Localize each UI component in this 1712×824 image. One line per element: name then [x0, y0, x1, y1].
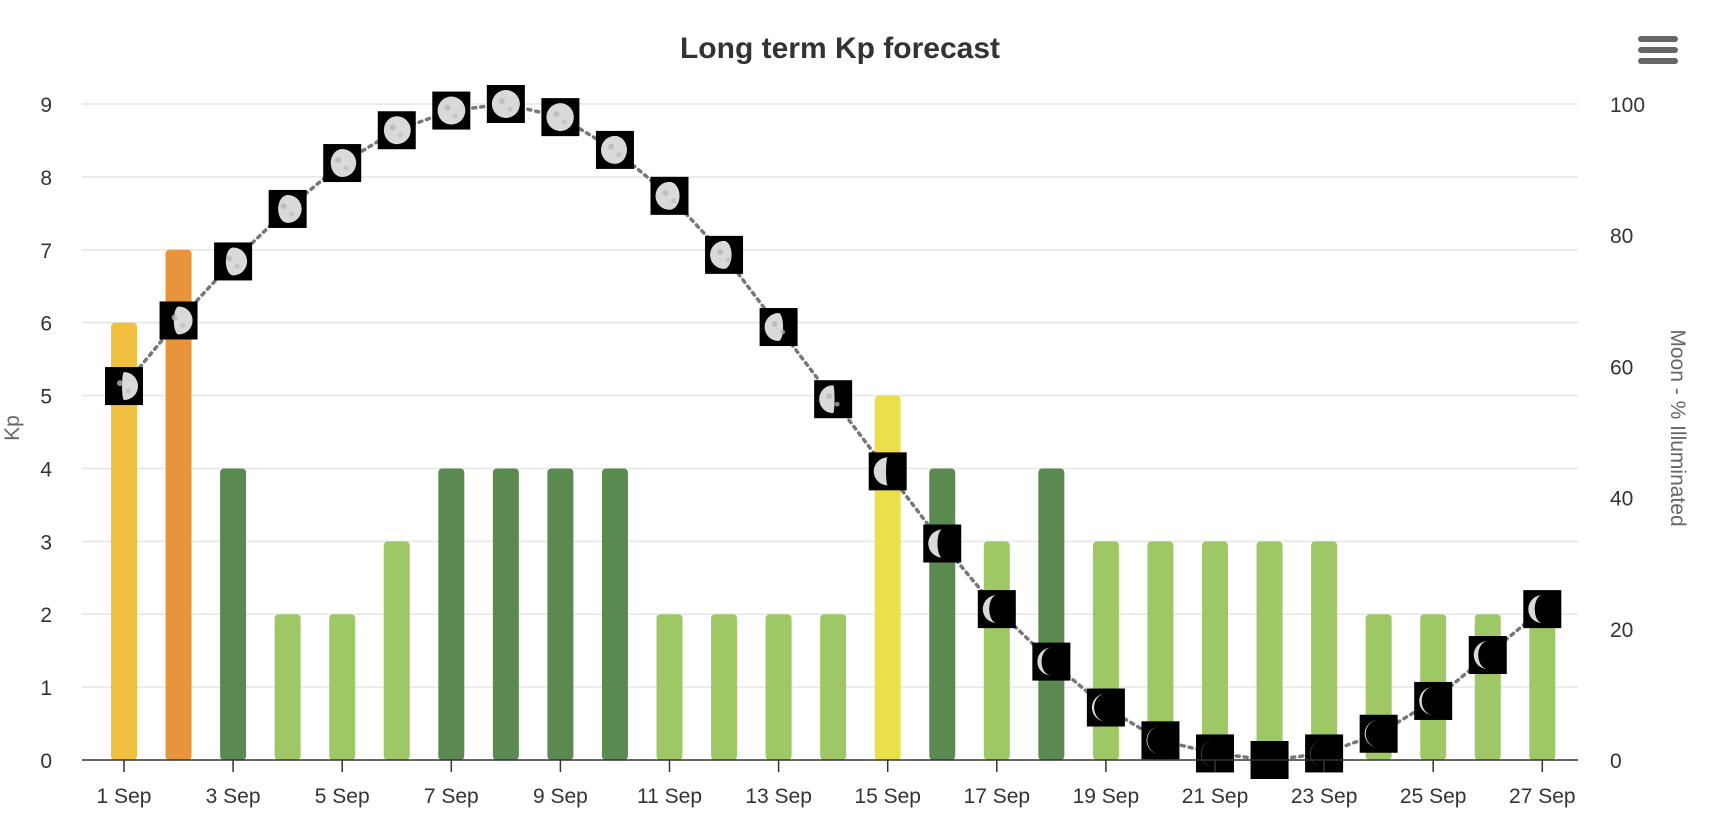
y-tick-label: 1 — [40, 677, 52, 700]
kp-bar[interactable] — [1256, 541, 1283, 760]
y-tick-label: 9 — [40, 94, 52, 117]
kp-bar[interactable] — [820, 614, 847, 760]
kp-bar[interactable] — [220, 468, 247, 760]
kp-bar[interactable] — [383, 541, 410, 760]
kp-bar[interactable] — [656, 614, 683, 760]
x-tick-label: 3 Sep — [206, 785, 261, 808]
kp-bar[interactable] — [274, 614, 301, 760]
moon-phase-icon[interactable] — [1086, 688, 1125, 727]
moon-phase-icon[interactable] — [1141, 721, 1180, 760]
y2-tick-label: 0 — [1610, 750, 1622, 773]
y2-axis-title: Moon - % Illuminated — [1666, 329, 1689, 526]
x-tick-label: 23 Sep — [1291, 785, 1358, 808]
moon-phase-icon[interactable] — [1032, 642, 1071, 681]
y2-tick-label: 100 — [1610, 94, 1645, 117]
moon-phase-icon[interactable] — [432, 91, 471, 130]
moon-phase-icon[interactable] — [1414, 681, 1453, 720]
y-tick-label: 2 — [40, 604, 52, 627]
y2-tick-label: 20 — [1610, 619, 1633, 642]
kp-bar[interactable] — [1147, 541, 1174, 760]
y-tick-label: 8 — [40, 167, 52, 190]
kp-bar[interactable] — [1092, 541, 1119, 760]
moon-phase-icon[interactable] — [1523, 590, 1562, 629]
moon-phase-icon[interactable] — [595, 130, 634, 169]
kp-bar[interactable] — [1202, 541, 1228, 760]
moon-phase-icon[interactable] — [105, 367, 143, 406]
moon-phase-icon[interactable] — [486, 85, 525, 123]
moon-phase-icon[interactable] — [814, 380, 853, 419]
kp-bar[interactable] — [165, 249, 192, 760]
x-tick-label: 21 Sep — [1182, 785, 1249, 808]
kp-bars — [111, 249, 1556, 760]
kp-bar[interactable] — [765, 614, 792, 760]
x-tick-label: 15 Sep — [854, 785, 921, 808]
kp-bar[interactable] — [874, 395, 901, 760]
moon-phase-icon[interactable] — [268, 189, 307, 228]
kp-bar[interactable] — [1529, 614, 1556, 760]
moon-phase-icon[interactable] — [323, 144, 362, 183]
x-tick-label: 1 Sep — [97, 785, 152, 808]
x-tick-label: 13 Sep — [745, 785, 812, 808]
moon-phase-icon[interactable] — [159, 301, 198, 340]
kp-bar[interactable] — [329, 614, 356, 760]
moon-phase-icon[interactable] — [705, 235, 744, 274]
moon-phase-icon[interactable] — [1468, 636, 1507, 675]
axes: 0 1 2 3 4 5 6 7 8 9 0 20 40 60 80 100 1 Sep 3 Sep 5 Sep 7 S… — [40, 94, 1645, 808]
chart-menu-button[interactable] — [1638, 36, 1678, 70]
kp-bar[interactable] — [929, 468, 956, 760]
moon-phase-icon[interactable] — [923, 524, 962, 563]
kp-bar[interactable] — [492, 468, 519, 760]
y-tick-label: 0 — [40, 750, 52, 773]
y-tick-label: 6 — [40, 313, 52, 336]
x-tick-label: 19 Sep — [1073, 785, 1140, 808]
moon-phase-icon[interactable] — [377, 111, 416, 150]
moon-phase-icon[interactable] — [759, 308, 798, 347]
y-tick-label: 5 — [40, 386, 52, 409]
y2-tick-label: 40 — [1610, 488, 1633, 511]
y2-tick-label: 80 — [1610, 225, 1633, 248]
x-tick-label: 11 Sep — [637, 785, 702, 808]
y-tick-label: 7 — [40, 240, 52, 263]
moon-phase-icon[interactable] — [868, 452, 907, 491]
y2-tick-label: 60 — [1610, 356, 1633, 379]
kp-bar[interactable] — [547, 468, 574, 760]
x-tick-label: 9 Sep — [533, 785, 588, 808]
x-tick-label: 25 Sep — [1400, 785, 1467, 808]
x-tick-label: 5 Sep — [315, 785, 370, 808]
moon-phase-icon[interactable] — [977, 590, 1016, 629]
kp-bar[interactable] — [438, 468, 465, 760]
moon-illumination-series — [105, 85, 1562, 779]
y-tick-label: 3 — [40, 531, 52, 554]
kp-bar[interactable] — [711, 614, 738, 760]
kp-bar[interactable] — [111, 322, 137, 760]
kp-bar[interactable] — [601, 468, 628, 760]
y-axis-title: Kp — [1, 415, 24, 441]
x-tick-label: 17 Sep — [964, 785, 1031, 808]
y-tick-label: 4 — [40, 458, 52, 481]
chart-title: Long term Kp forecast — [680, 32, 1000, 65]
moon-phase-icon[interactable] — [1359, 714, 1398, 753]
kp-bar[interactable] — [983, 541, 1010, 760]
moon-phase-icon[interactable] — [541, 98, 580, 137]
moon-phase-icon[interactable] — [214, 242, 253, 281]
hamburger-menu-icon — [1638, 36, 1678, 64]
x-tick-label: 7 Sep — [424, 785, 479, 808]
moon-phase-icon[interactable] — [650, 176, 689, 215]
x-tick-label: 27 Sep — [1509, 785, 1576, 808]
kp-bar[interactable] — [1311, 541, 1338, 760]
kp-bar[interactable] — [1038, 468, 1065, 760]
